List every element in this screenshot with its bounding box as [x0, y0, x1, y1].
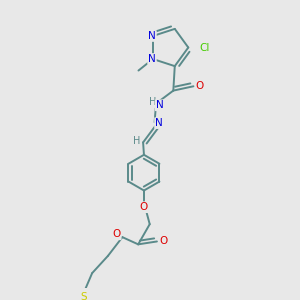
Text: N: N	[156, 100, 164, 110]
Text: N: N	[148, 31, 156, 41]
Text: O: O	[112, 229, 121, 239]
Text: S: S	[80, 292, 87, 300]
Text: N: N	[148, 54, 156, 64]
Text: H: H	[149, 97, 156, 107]
Text: H: H	[133, 136, 140, 146]
Text: N: N	[155, 118, 163, 128]
Text: O: O	[140, 202, 148, 212]
Text: O: O	[159, 236, 167, 247]
Text: Cl: Cl	[199, 43, 209, 52]
Text: O: O	[196, 81, 204, 91]
